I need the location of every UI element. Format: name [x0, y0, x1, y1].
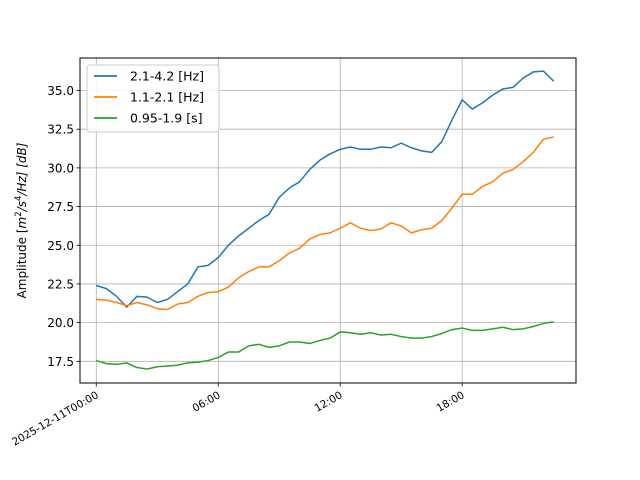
y-tick-label: 22.5: [47, 277, 74, 291]
y-tick-label: 32.5: [47, 123, 74, 137]
legend-box: [86, 64, 220, 133]
plot-frame: [79, 57, 577, 384]
legend-label: 2.1-4.2 [Hz]: [130, 69, 204, 84]
y-tick-label: 20.0: [47, 316, 74, 330]
y-tick-label: 17.5: [47, 355, 74, 369]
grid: [80, 58, 576, 383]
y-tick-label: 25.0: [47, 239, 74, 253]
y-tick-label: 35.0: [47, 84, 74, 98]
series-line-3: [96, 321, 554, 370]
legend: 2.1-4.2 [Hz] 1.1-2.1 [Hz] 0.95-1.9 [s]: [86, 64, 220, 133]
y-tick-label: 27.5: [47, 200, 74, 214]
y-axis-label: Amplitude [m2/s4/Hz] [dB]: [14, 142, 29, 298]
series-layer: [96, 70, 555, 370]
series-line-1: [96, 70, 555, 308]
y-axis: 17.5 20.0 22.5 25.0 27.5 30.0 32.5 35.0: [47, 84, 80, 369]
legend-label: 1.1-2.1 [Hz]: [130, 90, 204, 105]
legend-label: 0.95-1.9 [s]: [130, 111, 202, 126]
y-tick-label: 30.0: [47, 161, 74, 175]
series-line-2: [96, 136, 554, 311]
